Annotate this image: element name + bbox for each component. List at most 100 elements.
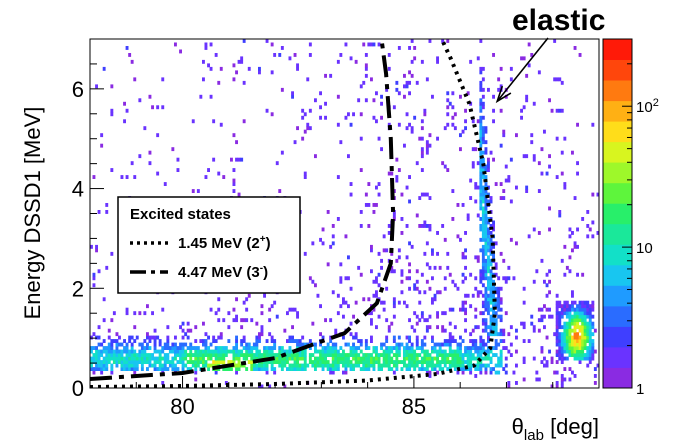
heat-cell — [367, 224, 371, 228]
heat-cell — [235, 335, 238, 340]
heat-cell — [431, 339, 434, 343]
heat-cell — [357, 98, 361, 103]
legend-entry-1-name: 1.45 MeV (2 — [178, 235, 260, 252]
heat-cell — [469, 59, 473, 64]
heat-cell — [537, 70, 541, 75]
heat-cell — [390, 171, 394, 176]
heat-cell — [105, 353, 109, 357]
heat-cell — [265, 346, 269, 350]
heat-cell — [484, 251, 488, 256]
heat-cell — [540, 314, 544, 319]
heat-cell — [576, 318, 579, 323]
heat-cell — [563, 356, 567, 361]
heat-cell — [120, 363, 124, 368]
heat-cell — [235, 367, 238, 371]
heat-cell — [105, 360, 109, 364]
heat-cell — [92, 332, 96, 337]
heat-cell — [489, 360, 493, 364]
heat-cell — [359, 84, 363, 89]
heat-cell — [372, 115, 376, 120]
heat-cell — [459, 147, 462, 152]
heat-cell — [107, 342, 111, 347]
heat-cell — [484, 318, 488, 323]
heat-cell — [489, 314, 493, 319]
heat-cell — [583, 342, 587, 347]
heat-cell — [92, 353, 96, 357]
heat-cell — [362, 42, 366, 47]
heat-cell — [189, 356, 193, 361]
heat-cell — [571, 307, 574, 312]
heat-cell — [349, 56, 353, 61]
heat-cell — [217, 307, 221, 312]
heat-cell — [273, 300, 277, 305]
heat-cell — [448, 339, 452, 343]
heat-cell — [492, 224, 495, 228]
heat-cell — [558, 300, 562, 305]
heat-cell — [484, 297, 488, 302]
heat-cell — [571, 321, 574, 326]
heat-cell — [586, 335, 590, 340]
heat-cell — [283, 356, 287, 361]
colorbar-step — [603, 100, 632, 122]
heat-cell — [436, 231, 439, 235]
heat-cell — [148, 161, 152, 166]
heat-cell — [242, 80, 246, 85]
heat-cell — [240, 363, 244, 368]
heat-cell — [471, 353, 475, 357]
heat-cell — [558, 304, 562, 309]
heat-cell — [265, 360, 269, 364]
heat-cell — [207, 353, 210, 357]
heat-cell — [375, 279, 378, 284]
heat-cell — [319, 237, 322, 242]
heat-cell — [100, 342, 104, 347]
heat-cell — [492, 293, 495, 298]
heat-cell — [576, 335, 579, 340]
heat-cell — [268, 360, 272, 364]
heat-cell — [555, 314, 559, 319]
heat-cell — [453, 112, 457, 117]
heat-cell — [509, 66, 513, 71]
heat-cell — [392, 314, 396, 319]
heat-cell — [586, 311, 590, 316]
heat-cell — [242, 335, 246, 340]
heat-cell — [166, 335, 170, 340]
heat-cell — [380, 258, 383, 263]
heat-cell — [588, 304, 592, 309]
heat-cell — [397, 122, 401, 127]
heat-cell — [423, 367, 427, 371]
heat-cell — [153, 363, 157, 368]
heat-cell — [90, 367, 93, 371]
heat-cell — [115, 360, 119, 364]
heat-cell — [586, 339, 590, 343]
heat-cell — [415, 161, 419, 166]
heat-cell — [568, 269, 572, 274]
heat-cell — [471, 346, 475, 350]
heat-cell — [413, 353, 417, 357]
heat-cell — [186, 367, 190, 371]
heat-cell — [138, 98, 142, 103]
heat-cell — [428, 360, 432, 364]
heat-cell — [481, 217, 485, 221]
heat-cell — [591, 300, 595, 305]
heat-cell — [479, 353, 483, 357]
colorbar-step — [603, 162, 632, 184]
heat-cell — [537, 328, 541, 333]
heat-cell — [484, 321, 488, 326]
heat-cell — [380, 367, 383, 371]
heat-cell — [392, 269, 396, 274]
heat-cell — [125, 342, 129, 347]
heat-cell — [296, 363, 299, 368]
heat-cell — [560, 314, 564, 319]
heat-cell — [487, 339, 490, 343]
heat-cell — [237, 59, 241, 64]
heat-cell — [214, 53, 218, 57]
heat-cell — [397, 342, 401, 347]
heat-cell — [489, 272, 493, 277]
annotation-elastic: elastic — [512, 4, 605, 37]
heat-cell — [395, 349, 399, 354]
heat-cell — [311, 363, 315, 368]
heat-cell — [308, 108, 312, 113]
heat-cell — [112, 353, 116, 357]
heat-cell — [431, 276, 434, 281]
heat-cell — [415, 213, 419, 218]
